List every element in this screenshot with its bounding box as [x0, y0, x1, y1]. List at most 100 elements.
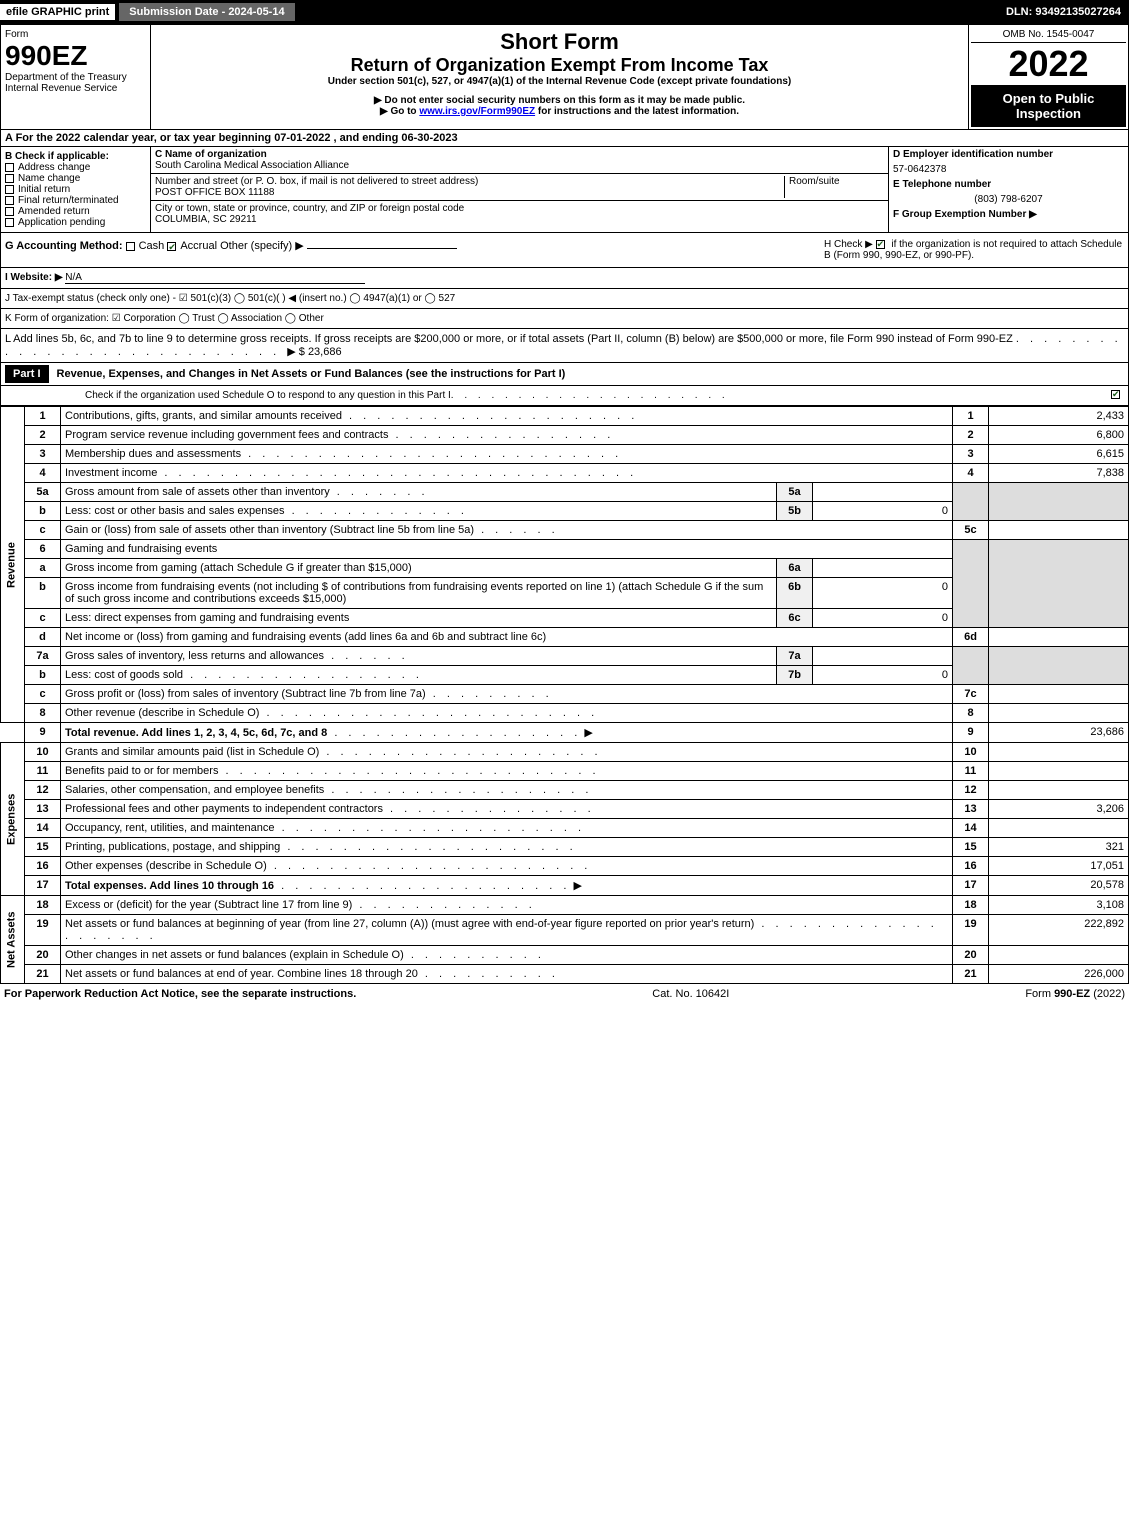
val-17: 20,578 — [989, 876, 1129, 896]
sub-6c: 6c — [777, 609, 813, 628]
box-16: 16 — [953, 857, 989, 876]
val-14 — [989, 819, 1129, 838]
ln-13: 13 — [25, 800, 61, 819]
tel-label: E Telephone number — [889, 177, 1128, 192]
org-name: South Carolina Medical Association Allia… — [155, 160, 884, 171]
box-17: 17 — [953, 876, 989, 896]
box-5c: 5c — [953, 521, 989, 540]
ln-9: 9 — [25, 723, 61, 743]
l-amount: ▶ $ 23,686 — [287, 346, 341, 358]
b-item-1: Name change — [18, 173, 80, 184]
desc-3: Membership dues and assessments — [65, 448, 241, 460]
c-city-label: City or town, state or province, country… — [155, 203, 884, 214]
part-i-tab: Part I — [5, 365, 49, 383]
checkbox-accrual[interactable] — [167, 242, 176, 251]
ln-2: 2 — [25, 426, 61, 445]
desc-20: Other changes in net assets or fund bala… — [65, 949, 404, 961]
desc-6d: Net income or (loss) from gaming and fun… — [61, 628, 953, 647]
desc-16: Other expenses (describe in Schedule O) — [65, 860, 267, 872]
open-to-public: Open to Public Inspection — [971, 85, 1126, 127]
checkbox-name-change[interactable] — [5, 174, 14, 183]
val-13: 3,206 — [989, 800, 1129, 819]
col-b: B Check if applicable: Address change Na… — [1, 147, 151, 232]
ln-5b: b — [25, 502, 61, 521]
ln-6a: a — [25, 559, 61, 578]
arrow-9: ▶ — [584, 727, 592, 739]
desc-18: Excess or (deficit) for the year (Subtra… — [65, 899, 352, 911]
row-l: L Add lines 5b, 6c, and 7b to line 9 to … — [0, 329, 1129, 363]
goto-post: for instructions and the latest informat… — [535, 106, 739, 117]
section-bcd: B Check if applicable: Address change Na… — [0, 147, 1129, 233]
ln-17: 17 — [25, 876, 61, 896]
dept-treasury: Department of the Treasury — [5, 72, 146, 83]
tel-value: (803) 798-6207 — [889, 192, 1128, 207]
b-item-5: Application pending — [18, 217, 105, 228]
dln: DLN: 93492135027264 — [1006, 6, 1129, 18]
efile-label[interactable]: efile GRAPHIC print — [0, 4, 115, 20]
box-6d: 6d — [953, 628, 989, 647]
box-1: 1 — [953, 407, 989, 426]
ln-21: 21 — [25, 965, 61, 984]
desc-14: Occupancy, rent, utilities, and maintena… — [65, 822, 275, 834]
checkbox-initial-return[interactable] — [5, 185, 14, 194]
box-14: 14 — [953, 819, 989, 838]
part-i-title: Revenue, Expenses, and Changes in Net As… — [57, 368, 566, 380]
footer-mid: Cat. No. 10642I — [652, 988, 729, 1000]
ln-7c: c — [25, 685, 61, 704]
b-item-0: Address change — [18, 162, 90, 173]
box-12: 12 — [953, 781, 989, 800]
desc-7a: Gross sales of inventory, less returns a… — [65, 650, 324, 662]
c-name-label: C Name of organization — [155, 149, 884, 160]
subval-5a — [813, 483, 953, 502]
desc-10: Grants and similar amounts paid (list in… — [65, 746, 319, 758]
goto-pre: ▶ Go to — [380, 106, 419, 117]
desc-13: Professional fees and other payments to … — [65, 803, 383, 815]
goto-link[interactable]: www.irs.gov/Form990EZ — [419, 106, 535, 117]
top-bar: efile GRAPHIC print Submission Date - 20… — [0, 0, 1129, 24]
box-9: 9 — [953, 723, 989, 743]
ln-6: 6 — [25, 540, 61, 559]
form-label: Form — [5, 29, 146, 40]
g-other: Other (specify) ▶ — [220, 240, 304, 252]
ln-7a: 7a — [25, 647, 61, 666]
sub-6b: 6b — [777, 578, 813, 609]
form-header: Form 990EZ Department of the Treasury In… — [0, 24, 1129, 130]
box-7c: 7c — [953, 685, 989, 704]
checkbox-amended-return[interactable] — [5, 207, 14, 216]
sub-7a: 7a — [777, 647, 813, 666]
checkbox-schedule-o[interactable] — [1111, 390, 1120, 399]
sub-7b: 7b — [777, 666, 813, 685]
checkbox-h[interactable] — [876, 240, 885, 249]
ein-value: 57-0642378 — [889, 162, 1128, 177]
subval-7a — [813, 647, 953, 666]
irs-label: Internal Revenue Service — [5, 83, 146, 94]
part-i-sub: Check if the organization used Schedule … — [0, 386, 1129, 406]
desc-6: Gaming and fundraising events — [61, 540, 953, 559]
checkbox-application-pending[interactable] — [5, 218, 14, 227]
val-18: 3,108 — [989, 896, 1129, 915]
tax-year: 2022 — [971, 43, 1126, 85]
l-text: L Add lines 5b, 6c, and 7b to line 9 to … — [5, 333, 1013, 345]
ln-14: 14 — [25, 819, 61, 838]
org-city: COLUMBIA, SC 29211 — [155, 214, 884, 225]
box-20: 20 — [953, 946, 989, 965]
box-18: 18 — [953, 896, 989, 915]
side-revenue: Revenue — [1, 407, 25, 723]
ein-label: D Employer identification number — [889, 147, 1128, 162]
val-20 — [989, 946, 1129, 965]
checkbox-cash[interactable] — [126, 242, 135, 251]
desc-15: Printing, publications, postage, and shi… — [65, 841, 280, 853]
ln-1: 1 — [25, 407, 61, 426]
short-form-title: Short Form — [161, 29, 958, 55]
box-3: 3 — [953, 445, 989, 464]
submission-date: Submission Date - 2024-05-14 — [119, 3, 294, 21]
desc-7b: Less: cost of goods sold — [65, 669, 183, 681]
subval-7b: 0 — [813, 666, 953, 685]
val-11 — [989, 762, 1129, 781]
checkbox-address-change[interactable] — [5, 163, 14, 172]
checkbox-final-return[interactable] — [5, 196, 14, 205]
g-cash: Cash — [139, 240, 165, 252]
val-6d — [989, 628, 1129, 647]
desc-4: Investment income — [65, 467, 157, 479]
ln-11: 11 — [25, 762, 61, 781]
